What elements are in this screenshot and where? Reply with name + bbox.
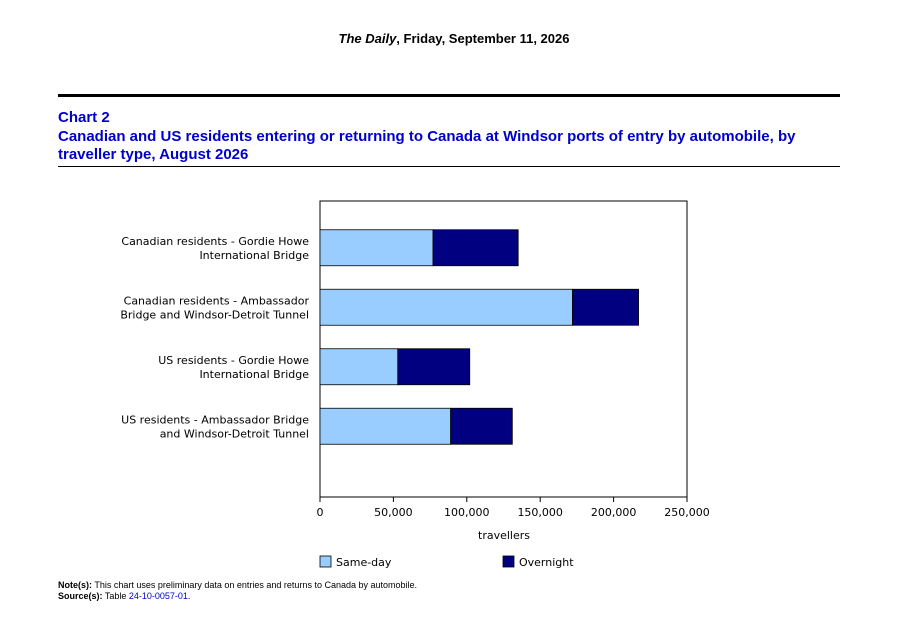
legend-swatch-same-day xyxy=(319,555,332,568)
category-labels: Canadian residents - Gordie Howe Internat… xyxy=(120,235,309,441)
source-text: Table xyxy=(102,591,129,601)
x-axis-title: travellers xyxy=(478,529,530,542)
category-label-1: Canadian residents - Gordie Howe Internat… xyxy=(121,235,309,262)
legend: Same-day Overnight xyxy=(319,555,574,569)
title-rule xyxy=(58,166,840,167)
x-axis-ticks: 0 50,000 100,000 150,000 200,000 250,000 xyxy=(317,497,710,519)
x-tick-label-2: 50,000 xyxy=(374,506,413,519)
chart-title: Canadian and US residents entering or re… xyxy=(58,128,796,163)
bar-same-day-3 xyxy=(319,348,399,386)
top-rule xyxy=(58,94,840,97)
bar-overnight-3 xyxy=(397,348,471,386)
bar-same-day-4 xyxy=(319,407,452,445)
x-tick-label-4: 150,000 xyxy=(517,506,563,519)
category-label-2: Canadian residents - Ambassador Bridge an… xyxy=(120,294,309,321)
x-tick-label-3: 100,000 xyxy=(444,506,490,519)
chart-number: Chart 2 xyxy=(58,109,110,126)
category-label-3: US residents - Gordie Howe International … xyxy=(158,354,309,381)
legend-label-overnight: Overnight xyxy=(519,556,574,569)
source-line: Source(s): Table 24-10-0057-01. xyxy=(58,591,417,602)
bars-group xyxy=(319,229,639,445)
publication-date: , Friday, September 11, 2026 xyxy=(396,31,570,46)
bar-overnight-4 xyxy=(450,407,513,445)
source-table-link[interactable]: 24-10-0057-01 xyxy=(128,591,188,601)
note-label: Note(s): xyxy=(58,580,92,590)
bar-same-day-2 xyxy=(319,288,573,326)
legend-label-same-day: Same-day xyxy=(336,556,392,569)
publication-name: The Daily xyxy=(338,31,397,46)
x-tick-label-1: 0 xyxy=(317,506,324,519)
note-line: Note(s): This chart uses preliminary dat… xyxy=(58,580,417,591)
x-tick-label-6: 250,000 xyxy=(664,506,710,519)
publication-header: The Daily, Friday, September 11, 2026 xyxy=(0,31,908,46)
note-text: This chart uses preliminary data on entr… xyxy=(92,580,418,590)
source-label: Source(s): xyxy=(58,591,103,601)
legend-swatch-overnight xyxy=(502,555,515,568)
category-label-4: US residents - Ambassador Bridge and Wind… xyxy=(121,413,309,440)
x-tick-label-5: 200,000 xyxy=(591,506,637,519)
bar-overnight-2 xyxy=(572,288,639,326)
notes: Note(s): This chart uses preliminary dat… xyxy=(58,580,417,602)
source-text-end: . xyxy=(187,591,191,601)
bar-overnight-1 xyxy=(432,229,519,267)
bar-same-day-1 xyxy=(319,229,434,267)
